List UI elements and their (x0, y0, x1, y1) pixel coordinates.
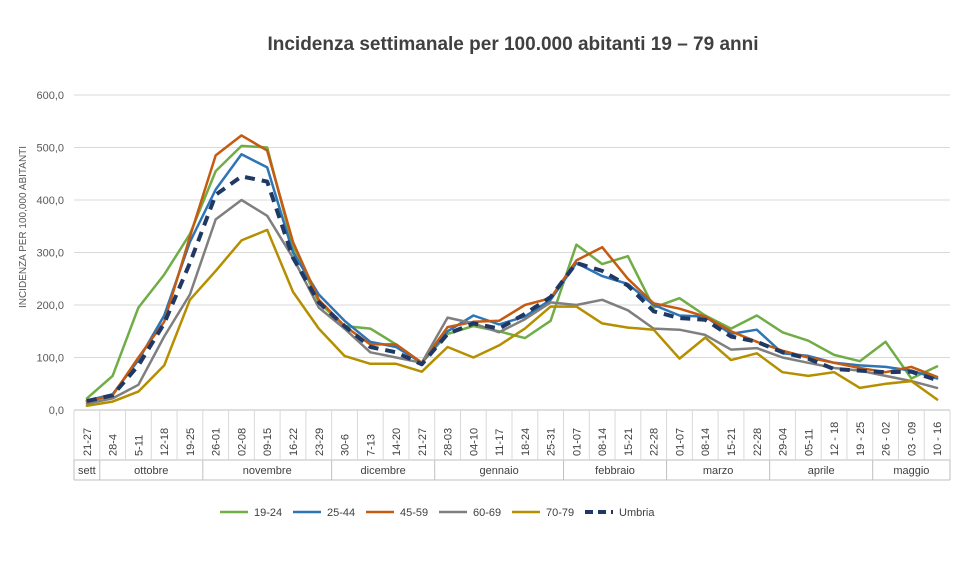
x-tick-label: 22-28 (649, 428, 661, 456)
x-tick-label: 23-29 (314, 428, 326, 456)
legend-label: 19-24 (254, 507, 282, 519)
month-label: dicembre (361, 465, 406, 477)
x-tick-label: 15-21 (726, 428, 738, 456)
x-tick-label: 30-6 (340, 434, 352, 456)
x-tick-label: 05-11 (803, 429, 815, 456)
x-tick-label: 29-04 (778, 428, 790, 456)
legend-label: 45-59 (400, 507, 428, 519)
y-tick-label: 0,0 (49, 405, 64, 417)
legend-label: Umbria (619, 507, 655, 519)
legend-label: 70-79 (546, 507, 574, 519)
x-tick-label: 18-24 (520, 428, 532, 456)
series-line-60-69 (85, 198, 939, 405)
x-tick-label: 19 - 25 (855, 422, 867, 456)
x-tick-label: 14-20 (391, 428, 403, 456)
y-tick-label: 500,0 (36, 143, 64, 155)
month-label: marzo (703, 465, 734, 477)
legend-label: 60-69 (473, 507, 501, 519)
y-tick-label: 200,0 (36, 300, 64, 312)
x-tick-label: 19-25 (185, 428, 197, 456)
month-label: ottobre (134, 465, 168, 477)
x-tick-label: 15-21 (623, 428, 635, 456)
series-line-umbria (86, 174, 938, 404)
x-tick-label: 10 - 16 (932, 422, 944, 456)
x-tick-label: 08-14 (597, 428, 609, 456)
x-tick-label: 5-11 (133, 435, 145, 456)
y-axis-tick-labels: 0,0 100,0 200,0 300,0 400,0 500,0 600,0 (36, 90, 64, 417)
x-tick-label: 26-01 (211, 428, 223, 456)
x-tick-label: 12-18 (159, 428, 171, 456)
x-tick-label: 28-03 (443, 428, 455, 456)
y-tick-label: 300,0 (36, 248, 64, 260)
x-tick-label: 28-4 (108, 434, 120, 456)
series-line-70-79 (85, 228, 939, 408)
x-tick-label: 01-07 (674, 428, 686, 456)
month-label: maggio (893, 465, 929, 477)
month-label: novembre (243, 465, 292, 477)
month-label: sett (78, 465, 96, 477)
legend-label: 25-44 (327, 507, 355, 519)
x-tick-label: 01-07 (571, 428, 583, 456)
x-tick-label: 12 - 18 (829, 422, 841, 456)
x-tick-label: 25-31 (546, 428, 558, 456)
x-tick-label: 02-08 (236, 428, 248, 456)
x-tick-label: 21-27 (82, 428, 94, 456)
x-tick-label: 26 - 02 (881, 422, 893, 456)
x-tick-label: 09-15 (262, 428, 274, 456)
series-line-19-24 (85, 144, 939, 400)
chart-title: Incidenza settimanale per 100.000 abitan… (267, 34, 759, 55)
x-tick-label: 04-10 (468, 428, 480, 456)
month-label: febbraio (595, 465, 635, 477)
month-label: aprile (808, 465, 835, 477)
x-tick-label: 11-17 (494, 429, 506, 456)
y-tick-label: 400,0 (36, 195, 64, 207)
x-tick-label: 08-14 (700, 428, 712, 456)
x-tick-label: 16-22 (288, 428, 300, 456)
x-axis: 21-27 28-4 5-11 12-18 19-25 26-01 02-08 09-15 16… (73, 409, 951, 481)
x-tick-label: 22-28 (752, 428, 764, 456)
legend: 19-24 25-44 45-59 60-69 70-79 Umbria (220, 507, 655, 519)
month-label: gennaio (480, 465, 519, 477)
x-tick-label: 03 - 09 (906, 422, 918, 456)
series-lines (85, 134, 939, 408)
x-tick-label: 21-27 (417, 428, 429, 456)
y-tick-label: 600,0 (36, 90, 64, 102)
x-tick-label: 7-13 (365, 434, 377, 456)
y-axis-label: INCIDENZA PER 100,000 ABITANTI (18, 146, 29, 308)
y-tick-label: 100,0 (36, 353, 64, 365)
